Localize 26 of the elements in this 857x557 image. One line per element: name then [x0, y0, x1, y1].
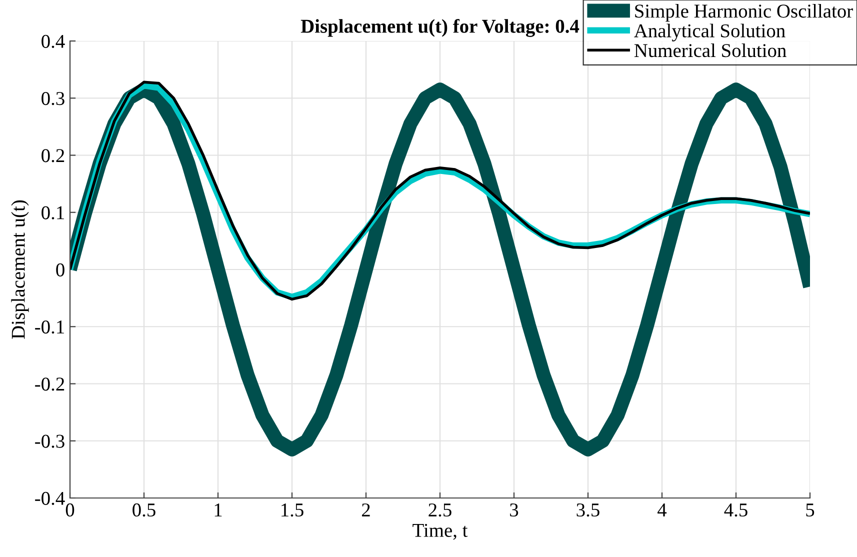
- y-tick-label: -0.1: [35, 320, 64, 334]
- y-tick-label: 0.3: [42, 92, 64, 106]
- x-tick-label: 0.5: [132, 503, 156, 517]
- y-tick-label: -0.3: [35, 434, 64, 448]
- x-tick-label: 4.5: [724, 504, 748, 517]
- x-tick-label: 2.5: [428, 503, 452, 517]
- y-tick-label: -0.4: [35, 492, 65, 506]
- x-axis-title: Time, t: [412, 524, 468, 540]
- y-tick-label: 0: [56, 263, 64, 276]
- x-tick-label: 2: [362, 503, 370, 516]
- y-tick-label: 0.1: [42, 206, 64, 220]
- chart-title: Displacement u(t) for Voltage: 0.4: [300, 18, 580, 37]
- legend-label: Analytical Solution: [634, 24, 786, 42]
- x-tick-label: 1.5: [282, 504, 304, 517]
- legend-label: Simple Harmonic Oscillator: [635, 4, 853, 22]
- x-tick-label: 4: [658, 504, 667, 516]
- x-tick-label: 1: [214, 504, 222, 516]
- x-tick-label: 5: [806, 504, 814, 517]
- x-tick-label: 3.5: [576, 503, 600, 517]
- legend-label: Numerical Solution: [634, 43, 786, 58]
- y-tick-label: -0.2: [35, 378, 64, 391]
- y-tick-label: 0.2: [42, 149, 64, 162]
- x-tick-label: 3: [510, 503, 518, 517]
- y-tick-label: 0.4: [42, 34, 65, 48]
- x-tick-label: 0: [66, 503, 74, 517]
- y-axis-title: Displacement u(t): [11, 200, 29, 339]
